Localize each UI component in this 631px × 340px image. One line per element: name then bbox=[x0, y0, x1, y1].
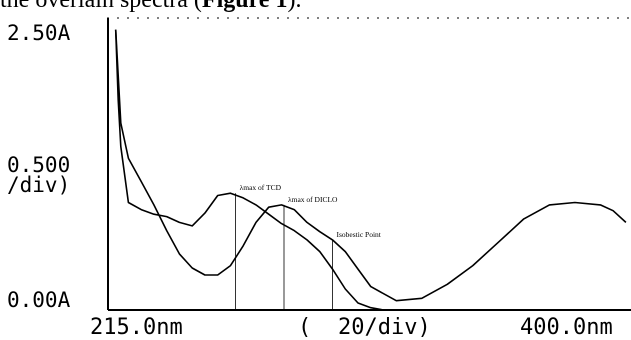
annotation-label-3: Isobestic Point bbox=[337, 230, 382, 239]
series-layer bbox=[114, 29, 627, 311]
annotation-label-1: λmax of TCD bbox=[240, 183, 282, 192]
annotation-layer: λmax of TCD λmax of DICLO Isobestic Point bbox=[235, 183, 382, 310]
x-tick-left: 215.0nm bbox=[90, 315, 183, 340]
y-tick-mid-line1: 0.500 bbox=[7, 153, 70, 177]
caption-bold: Figure 1 bbox=[201, 0, 288, 13]
annotation-label-2: λmax of DICLO bbox=[288, 195, 338, 204]
series-line-1 bbox=[114, 29, 397, 311]
y-tick-top: 2.50A bbox=[7, 21, 71, 45]
caption-prefix: the overlain spectra ( bbox=[0, 0, 202, 13]
x-tick-right: 400.0nm bbox=[520, 315, 613, 340]
x-tick-mid-div: 20/div) bbox=[338, 315, 431, 340]
series-line-2 bbox=[114, 29, 627, 302]
caption-text: the overlain spectra (Figure 1). bbox=[0, 0, 631, 13]
caption-suffix: ). bbox=[287, 0, 302, 13]
y-tick-bottom: 0.00A bbox=[7, 288, 71, 312]
y-tick-mid-line2: /div) bbox=[7, 173, 70, 197]
x-tick-mid-paren: ( bbox=[298, 315, 311, 340]
